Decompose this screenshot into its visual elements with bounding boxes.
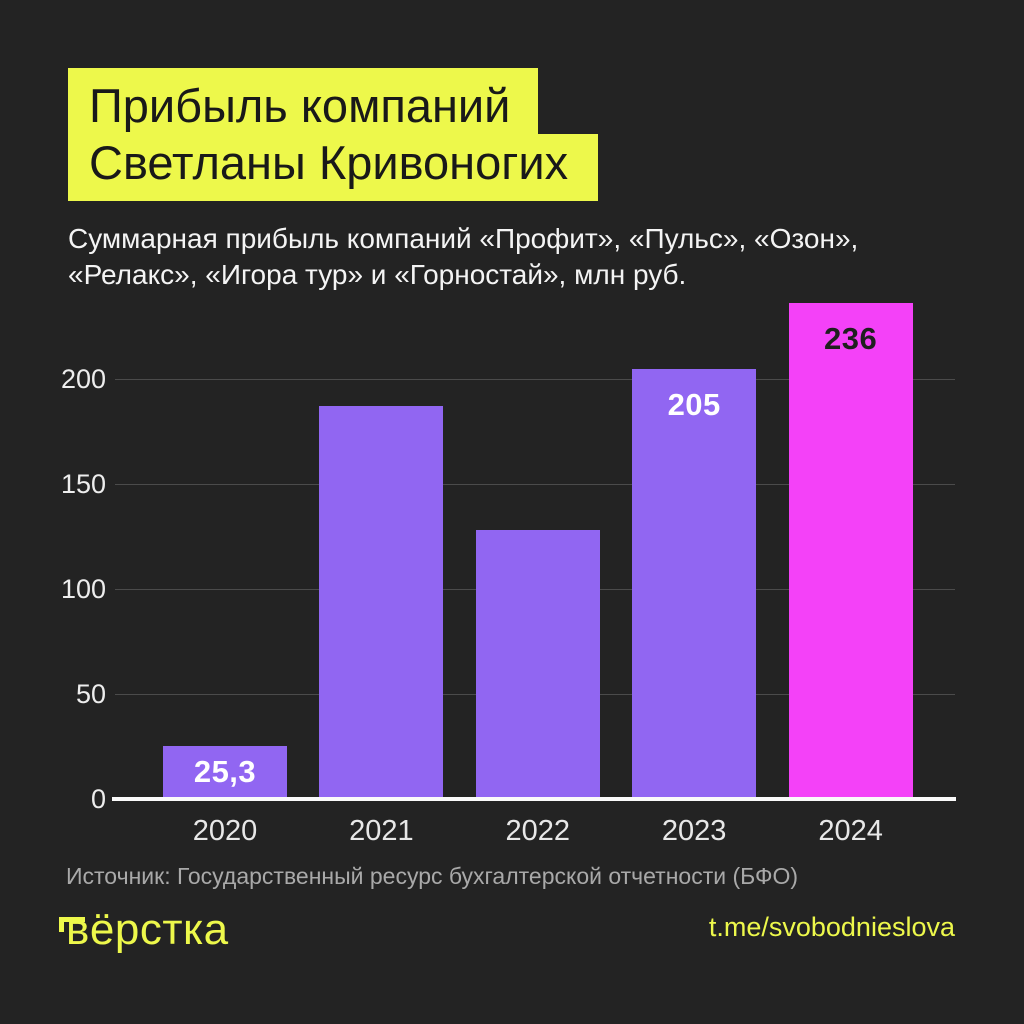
logo-t-stem-icon [59, 917, 64, 932]
logo-t-bar-icon [59, 917, 85, 922]
y-axis-tick-50: 50 [75, 679, 106, 709]
x-axis-tick-2020: 2020 [192, 815, 258, 847]
bar-value-label-2020: 25,3 [193, 753, 257, 789]
y-axis-tick-0: 0 [90, 784, 106, 814]
y-axis-tick-200: 200 [60, 364, 106, 394]
logo-text: вёрстка [66, 905, 229, 954]
x-axis-tick-2021: 2021 [349, 815, 414, 847]
verstka-logo: вёрстка [59, 905, 229, 954]
x-axis-tick-2023: 2023 [661, 815, 727, 847]
title-line-2: Светланы Кривоногих [68, 134, 599, 201]
gridline-200 [115, 379, 955, 380]
y-axis-tick-150: 150 [60, 469, 106, 499]
bar-2024: 236 [788, 303, 913, 799]
telegram-link: t.me/svobodnieslova [708, 912, 955, 942]
x-axis-tick-2024: 2024 [818, 815, 883, 847]
plot-area: 0 50 100 150 200 25,3 2020 2021 2022 205 2023 236 20… [61, 295, 956, 847]
bar-2023: 205 [632, 368, 757, 799]
bar-2021 [319, 406, 444, 799]
chart-subtitle: Суммарная прибыль компаний «Профит», «Пу… [68, 223, 859, 290]
bar-value-label-2023: 205 [667, 386, 721, 422]
x-axis-tick-2022: 2022 [505, 815, 571, 847]
title-line-1: Прибыль компаний [68, 68, 539, 134]
gridline-150 [115, 484, 955, 485]
page-title: Прибыль компаний Светланы Кривоногих [68, 68, 599, 201]
y-axis-tick-100: 100 [60, 574, 106, 604]
source-note: Источник: Государственный ресурс бухгалт… [66, 863, 799, 889]
x-axis-line [112, 797, 956, 801]
bar-2020: 25,3 [163, 745, 287, 799]
bar-value-label-2024: 236 [823, 321, 878, 357]
bar-2022 [475, 530, 600, 799]
